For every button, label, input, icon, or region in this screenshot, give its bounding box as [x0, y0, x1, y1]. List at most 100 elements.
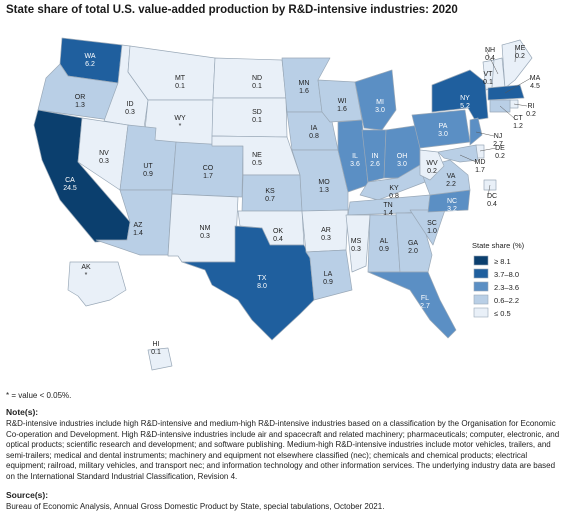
state-value-mo: 1.3	[319, 187, 329, 194]
state-value-de: 0.2	[495, 153, 505, 160]
state-abbr-ut: UT	[143, 163, 153, 170]
state-value-ok: 0.4	[273, 236, 283, 243]
state-value-md: 1.7	[475, 167, 485, 174]
state-value-mi: 3.0	[375, 107, 385, 114]
state-value-ms: 0.3	[351, 246, 361, 253]
state-value-me: 0.2	[515, 53, 525, 60]
state-abbr-nd: ND	[252, 75, 262, 82]
state-ak	[67, 261, 127, 307]
state-abbr-ak: AK	[81, 264, 91, 271]
state-abbr-ne: NE	[252, 152, 262, 159]
state-il	[337, 119, 369, 193]
state-abbr-il: IL	[352, 153, 358, 160]
leader-line-de	[479, 147, 497, 152]
state-value-nj: 2.7	[493, 141, 503, 148]
state-value-dc: 0.4	[487, 201, 497, 208]
state-abbr-tx: TX	[258, 275, 267, 282]
state-abbr-co: CO	[203, 165, 214, 172]
state-nd	[212, 57, 287, 99]
state-value-il: 3.6	[350, 161, 360, 168]
legend-swatch	[473, 281, 489, 292]
leader-line-ma	[504, 77, 532, 94]
state-abbr-fl: FL	[421, 295, 429, 302]
state-abbr-nm: NM	[200, 225, 211, 232]
state-ny	[431, 69, 489, 121]
state-abbr-la: LA	[324, 271, 333, 278]
state-value-nv: 0.3	[99, 158, 109, 165]
state-abbr-az: AZ	[134, 222, 144, 229]
state-abbr-mn: MN	[299, 80, 310, 87]
state-value-wy: *	[179, 123, 182, 130]
state-value-ar: 0.3	[321, 235, 331, 242]
state-abbr-sd: SD	[252, 109, 262, 116]
state-abbr-va: VA	[447, 173, 456, 180]
state-abbr-al: AL	[380, 238, 389, 245]
state-value-ak: *	[85, 272, 88, 279]
state-abbr-mi: MI	[376, 99, 384, 106]
state-value-nd: 0.1	[252, 83, 262, 90]
state-abbr-me: ME	[515, 45, 526, 52]
state-abbr-wv: WV	[426, 160, 438, 167]
state-value-ny: 5.2	[460, 103, 470, 110]
state-abbr-mt: MT	[175, 75, 186, 82]
state-abbr-nj: NJ	[494, 133, 503, 140]
leader-line-nj	[475, 131, 495, 137]
us-state-map: WA6.2OR1.3CA24.5ID0.3NV0.3MT0.1WY*UT0.9A…	[33, 37, 541, 371]
legend-label: ≤ 0.5	[494, 309, 511, 318]
state-value-wv: 0.2	[427, 168, 437, 175]
state-value-id: 0.3	[125, 109, 135, 116]
state-tx	[181, 225, 315, 341]
state-value-ut: 0.9	[143, 171, 153, 178]
state-abbr-nh: NH	[485, 47, 495, 54]
state-value-va: 2.2	[446, 181, 456, 188]
state-value-mt: 0.1	[175, 83, 185, 90]
state-value-vt: 0.1	[483, 79, 493, 86]
state-value-fl: 2.7	[420, 303, 430, 310]
state-value-ia: 0.8	[309, 133, 319, 140]
state-nj	[469, 117, 483, 146]
state-value-ma: 4.5	[530, 83, 540, 90]
state-abbr-nv: NV	[99, 150, 109, 157]
state-fl	[367, 271, 457, 339]
state-value-ri: 0.2	[526, 111, 536, 118]
state-abbr-id: ID	[127, 101, 134, 108]
state-value-hi: 0.1	[151, 349, 161, 356]
state-value-ky: 0.8	[389, 193, 399, 200]
state-abbr-ia: IA	[311, 125, 318, 132]
state-abbr-vt: VT	[484, 71, 494, 78]
state-abbr-pa: PA	[439, 123, 448, 130]
state-value-mn: 1.6	[299, 88, 309, 95]
state-value-ga: 2.0	[408, 248, 418, 255]
state-abbr-tn: TN	[383, 202, 392, 209]
state-md	[437, 144, 479, 163]
state-me	[501, 39, 533, 89]
state-abbr-ri: RI	[528, 103, 535, 110]
legend-label: 3.7–8.0	[494, 270, 519, 279]
state-abbr-in: IN	[372, 153, 379, 160]
state-value-nm: 0.3	[200, 233, 210, 240]
legend-label: 2.3–3.6	[494, 283, 519, 292]
state-sc	[409, 209, 446, 246]
leader-line-ri	[513, 103, 528, 107]
map-title: State share of total U.S. value-added pr…	[6, 4, 458, 16]
state-value-oh: 3.0	[397, 161, 407, 168]
leader-line-nh	[485, 49, 499, 75]
state-la	[305, 249, 353, 301]
state-value-sc: 1.0	[427, 228, 437, 235]
legend-title: State share (%)	[472, 241, 525, 250]
leader-line-me	[514, 47, 517, 63]
state-hi	[147, 347, 173, 371]
state-value-ks: 0.7	[265, 196, 275, 203]
state-abbr-dc: DC	[487, 193, 497, 200]
legend-label: ≥ 8.1	[494, 257, 511, 266]
state-value-az: 1.4	[133, 230, 143, 237]
state-abbr-ga: GA	[408, 240, 418, 247]
state-value-wa: 6.2	[85, 61, 95, 68]
state-wv	[419, 149, 445, 181]
source-text: Bureau of Economic Analysis, Annual Gros…	[6, 502, 385, 511]
state-value-sd: 0.1	[252, 117, 262, 124]
notes-text: R&D-intensive industries include high R&…	[6, 419, 560, 481]
state-value-tn: 1.4	[383, 210, 393, 217]
footnote: * = value < 0.05%.	[6, 391, 72, 400]
state-abbr-ms: MS	[351, 238, 362, 245]
